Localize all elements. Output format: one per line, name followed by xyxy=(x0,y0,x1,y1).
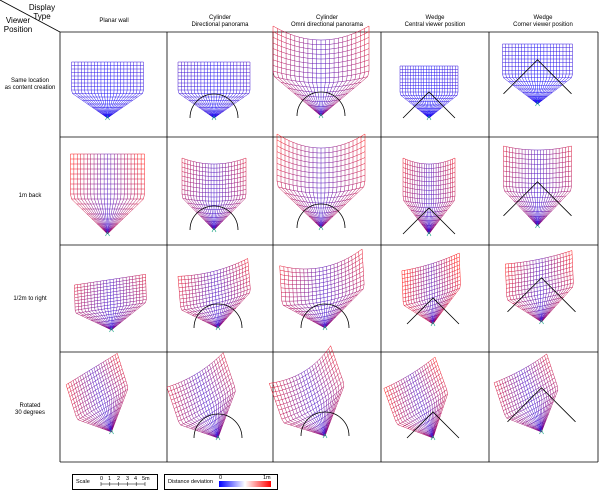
mesh-same-location-planar-wall xyxy=(71,61,144,121)
viewer-position-header: Viewer Position xyxy=(3,16,33,34)
viewer-marker xyxy=(109,429,114,435)
scale-tick-2: 2 xyxy=(117,476,121,482)
scale-tick-4: 4 xyxy=(134,476,138,482)
viewer-marker xyxy=(215,435,221,441)
display-wedge xyxy=(402,207,456,235)
mesh-same-location-wedge-corner xyxy=(502,43,573,107)
viewer-marker xyxy=(211,227,217,233)
mesh-half-m-right-wedge-corner xyxy=(505,250,576,325)
scale-tick-3: 3 xyxy=(126,476,130,482)
display-wedge xyxy=(406,411,460,439)
display-arc xyxy=(193,303,243,329)
deviation-color-bar xyxy=(219,481,271,487)
viewer-marker xyxy=(426,115,432,121)
display-wedge xyxy=(503,59,572,95)
mesh-half-m-right-wedge-central xyxy=(401,252,461,327)
viewer-marker xyxy=(535,101,540,107)
column-header-planar-wall: Planar wall xyxy=(99,18,129,24)
mesh-half-m-right-cylinder-directional xyxy=(177,258,251,331)
row-header-rotated-30: Rotated 30 degrees xyxy=(14,403,46,416)
display-wedge xyxy=(507,277,576,313)
display-arc xyxy=(296,203,346,229)
viewer-marker xyxy=(105,115,110,121)
display-arc xyxy=(296,91,346,117)
mesh-1m-back-wedge-corner xyxy=(503,145,572,229)
column-header-cylinder-omni: Cylinder Omni directional panorama xyxy=(290,15,364,28)
deviation-min-label: 0 xyxy=(219,475,223,481)
mesh-same-location-cylinder-directional xyxy=(177,61,251,121)
display-arc xyxy=(300,303,350,329)
mesh-rotated-30-cylinder-omni xyxy=(269,345,350,439)
viewer-marker xyxy=(539,429,544,435)
column-header-wedge-central: Wedge Central viewer position xyxy=(404,15,466,28)
column-header-wedge-corner: Wedge Corner viewer position xyxy=(513,15,573,28)
display-arc xyxy=(300,411,350,437)
mesh-rotated-30-cylinder-directional xyxy=(166,352,243,441)
row-header-same-location: Same location as content creation xyxy=(4,78,56,91)
viewer-marker xyxy=(318,113,324,119)
mesh-1m-back-planar-wall xyxy=(70,153,145,237)
mesh-1m-back-cylinder-omni xyxy=(276,133,366,231)
scale-tick-5: 5m xyxy=(142,476,150,482)
deviation-max-label: 1m xyxy=(263,475,271,481)
viewer-marker xyxy=(211,115,217,121)
scale-legend: Scale 0 1 2 3 4 5m xyxy=(72,474,158,490)
display-wedge xyxy=(406,297,460,325)
viewer-marker xyxy=(105,231,110,237)
mesh-rotated-30-wedge-corner xyxy=(493,353,576,435)
row-header-1m-back: 1m back xyxy=(18,193,42,199)
viewer-marker xyxy=(430,321,436,327)
mesh-same-location-cylinder-omni xyxy=(272,25,370,119)
display-arc xyxy=(189,93,239,119)
mesh-1m-back-wedge-central xyxy=(402,157,456,237)
display-wedge xyxy=(402,91,456,119)
viewer-marker xyxy=(322,433,328,439)
viewer-marker xyxy=(539,319,544,325)
mesh-1m-back-cylinder-directional xyxy=(181,157,247,233)
mesh-half-m-right-planar-wall xyxy=(74,274,147,333)
scale-label: Scale xyxy=(76,479,90,485)
deviation-label: Distance deviation xyxy=(168,479,213,485)
viewer-marker xyxy=(109,327,114,333)
viewer-marker xyxy=(430,435,436,441)
display-wedge xyxy=(503,181,572,217)
column-header-cylinder-directional: Cylinder Directional panorama xyxy=(191,15,249,28)
mesh-same-location-wedge-central xyxy=(399,65,459,121)
mesh-half-m-right-cylinder-omni xyxy=(279,248,365,331)
viewer-marker xyxy=(215,325,221,331)
viewer-marker xyxy=(318,225,324,231)
display-arc xyxy=(193,413,243,439)
scale-tick-1: 1 xyxy=(108,476,112,482)
row-header-half-m-right: 1/2m to right xyxy=(13,296,47,302)
mesh-rotated-30-planar-wall xyxy=(65,353,128,435)
scale-tick-0: 0 xyxy=(100,476,104,482)
viewer-marker xyxy=(535,223,540,229)
viewer-marker xyxy=(426,231,432,237)
deviation-legend: Distance deviation 0 1m xyxy=(164,474,278,490)
scale-bar xyxy=(100,482,146,486)
display-arc xyxy=(189,205,239,231)
viewer-marker xyxy=(322,325,328,331)
display-wedge xyxy=(507,387,576,423)
display-type-header: Display Type xyxy=(28,3,56,21)
mesh-rotated-30-wedge-central xyxy=(383,356,460,441)
